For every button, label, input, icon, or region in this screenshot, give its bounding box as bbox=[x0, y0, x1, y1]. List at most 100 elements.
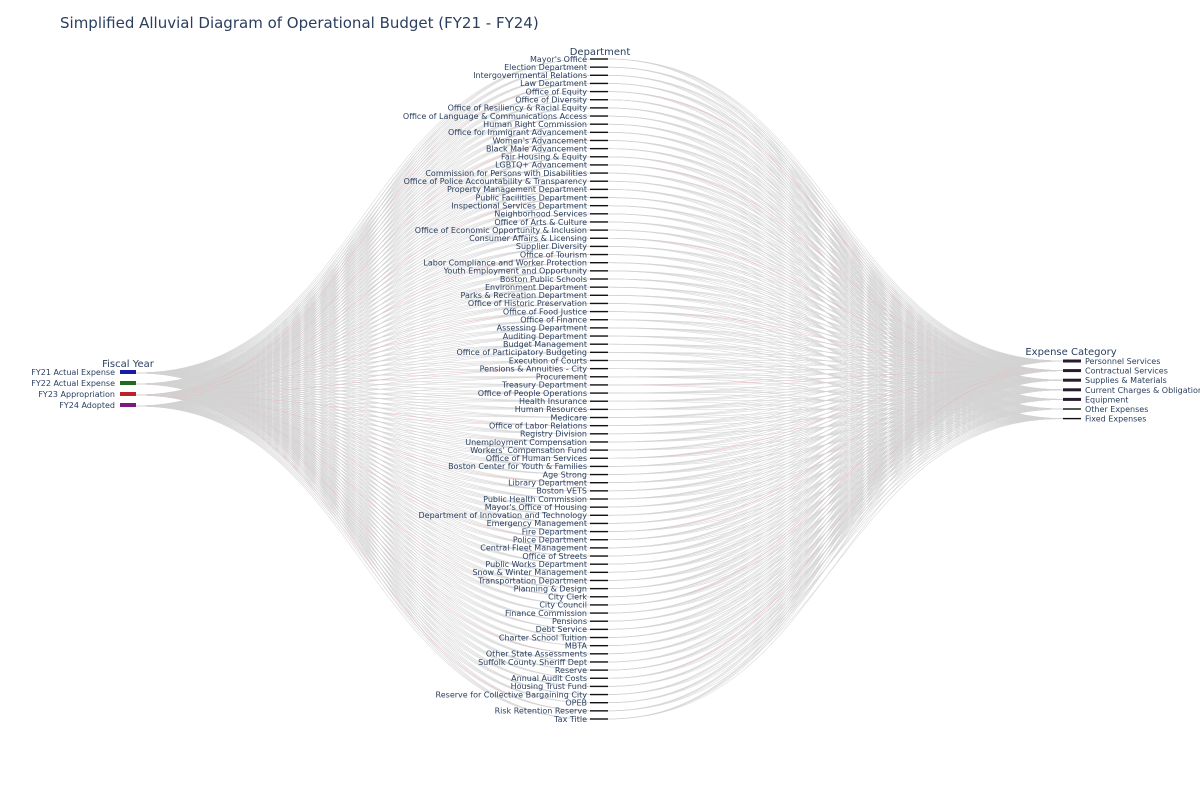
department-node[interactable] bbox=[590, 58, 608, 60]
department-node[interactable] bbox=[590, 620, 608, 622]
department-node[interactable] bbox=[590, 522, 608, 525]
department-node[interactable] bbox=[590, 653, 608, 655]
department-node[interactable] bbox=[590, 718, 608, 720]
department-node[interactable] bbox=[590, 424, 608, 427]
flow-link bbox=[607, 303, 1064, 362]
department-node[interactable] bbox=[590, 596, 608, 598]
department-node[interactable] bbox=[590, 335, 608, 337]
department-node[interactable] bbox=[590, 90, 608, 93]
department-node[interactable] bbox=[590, 147, 608, 150]
department-node[interactable] bbox=[590, 196, 608, 199]
department-node[interactable] bbox=[590, 579, 608, 582]
department-node[interactable] bbox=[590, 539, 608, 541]
department-node[interactable] bbox=[590, 367, 608, 370]
department-node[interactable] bbox=[590, 563, 608, 565]
department-node[interactable] bbox=[590, 628, 608, 631]
fiscal-year-node[interactable] bbox=[120, 392, 136, 396]
department-node[interactable] bbox=[590, 99, 608, 101]
department-node[interactable] bbox=[590, 164, 608, 166]
department-node[interactable] bbox=[590, 530, 608, 533]
department-node[interactable] bbox=[590, 115, 608, 117]
department-node[interactable] bbox=[590, 457, 608, 459]
expense-category-node[interactable] bbox=[1063, 408, 1081, 410]
expense-category-node[interactable] bbox=[1063, 359, 1081, 363]
department-node[interactable] bbox=[590, 245, 608, 248]
department-node[interactable] bbox=[590, 433, 608, 435]
department-node[interactable] bbox=[590, 270, 608, 272]
department-node[interactable] bbox=[590, 343, 608, 345]
flow-link bbox=[607, 99, 1064, 362]
department-node[interactable] bbox=[590, 693, 608, 696]
expense-category-node[interactable] bbox=[1063, 378, 1081, 382]
department-node[interactable] bbox=[590, 123, 608, 125]
flow-link bbox=[607, 379, 1064, 646]
department-node[interactable] bbox=[590, 498, 608, 500]
department-node[interactable] bbox=[590, 669, 608, 671]
department-node[interactable] bbox=[590, 156, 608, 158]
department-node[interactable] bbox=[590, 400, 608, 402]
department-node[interactable] bbox=[590, 172, 608, 174]
department-node[interactable] bbox=[590, 310, 608, 313]
expense-category-node[interactable] bbox=[1063, 388, 1081, 392]
department-node[interactable] bbox=[590, 604, 608, 606]
department-node[interactable] bbox=[590, 188, 608, 191]
department-node[interactable] bbox=[590, 253, 608, 256]
department-node[interactable] bbox=[590, 710, 608, 712]
department-node[interactable] bbox=[590, 587, 608, 590]
department-node[interactable] bbox=[590, 490, 608, 492]
department-node[interactable] bbox=[590, 376, 608, 378]
department-node[interactable] bbox=[590, 139, 608, 142]
department-node[interactable] bbox=[590, 319, 608, 321]
department-node[interactable] bbox=[590, 221, 608, 223]
department-node[interactable] bbox=[590, 237, 608, 239]
department-node[interactable] bbox=[590, 644, 608, 647]
flow-link bbox=[135, 221, 591, 407]
department-node[interactable] bbox=[590, 449, 608, 451]
department-node[interactable] bbox=[590, 636, 608, 639]
flow-link bbox=[135, 405, 591, 435]
department-node[interactable] bbox=[590, 392, 608, 394]
department-node[interactable] bbox=[590, 441, 608, 443]
department-node[interactable] bbox=[590, 677, 608, 679]
flow-link bbox=[607, 360, 1064, 598]
department-node[interactable] bbox=[590, 204, 608, 207]
department-node[interactable] bbox=[590, 286, 608, 288]
department-node[interactable] bbox=[590, 131, 608, 134]
department-node[interactable] bbox=[590, 416, 608, 419]
expense-category-node[interactable] bbox=[1063, 417, 1081, 420]
department-node[interactable] bbox=[590, 107, 608, 109]
department-node[interactable] bbox=[590, 359, 608, 362]
expense-category-node[interactable] bbox=[1063, 397, 1081, 401]
department-node[interactable] bbox=[590, 74, 608, 76]
department-node[interactable] bbox=[590, 506, 608, 508]
department-node[interactable] bbox=[590, 278, 608, 280]
department-node[interactable] bbox=[590, 482, 608, 484]
department-node[interactable] bbox=[590, 612, 608, 614]
department-node[interactable] bbox=[590, 213, 608, 215]
department-node[interactable] bbox=[590, 702, 608, 704]
department-node[interactable] bbox=[590, 408, 608, 411]
department-node[interactable] bbox=[590, 327, 608, 329]
department-node[interactable] bbox=[590, 465, 608, 468]
department-node[interactable] bbox=[590, 384, 608, 386]
department-node[interactable] bbox=[590, 571, 608, 574]
flow-link bbox=[607, 360, 1064, 394]
department-node[interactable] bbox=[590, 514, 608, 516]
department-node[interactable] bbox=[590, 555, 608, 557]
department-node[interactable] bbox=[590, 661, 608, 663]
department-node[interactable] bbox=[590, 66, 608, 68]
department-node[interactable] bbox=[590, 547, 608, 549]
department-node[interactable] bbox=[590, 82, 608, 85]
department-node[interactable] bbox=[590, 685, 608, 688]
fiscal-year-node[interactable] bbox=[120, 370, 136, 374]
department-node[interactable] bbox=[590, 351, 608, 354]
expense-category-node[interactable] bbox=[1063, 369, 1081, 373]
department-node[interactable] bbox=[590, 180, 608, 182]
department-node[interactable] bbox=[590, 302, 608, 305]
fiscal-year-node[interactable] bbox=[120, 381, 136, 385]
department-node[interactable] bbox=[590, 229, 608, 231]
fiscal-year-node[interactable] bbox=[120, 403, 136, 407]
department-node[interactable] bbox=[590, 294, 608, 296]
department-node[interactable] bbox=[590, 473, 608, 476]
department-node[interactable] bbox=[590, 262, 608, 264]
